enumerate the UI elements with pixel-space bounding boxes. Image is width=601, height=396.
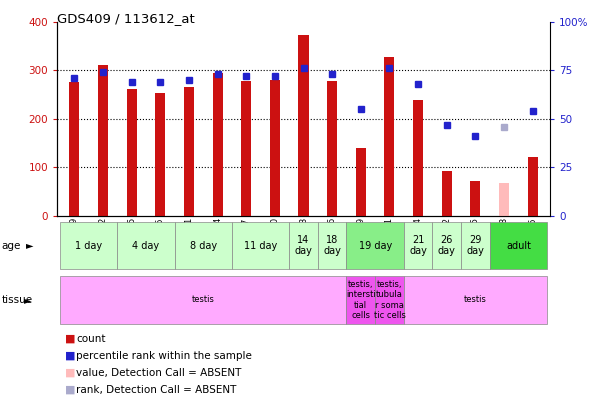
Text: 21
day: 21 day xyxy=(409,235,427,256)
Text: ►: ► xyxy=(24,295,31,305)
Text: testis: testis xyxy=(464,295,487,305)
Bar xyxy=(289,222,318,268)
Text: ■: ■ xyxy=(65,367,76,378)
Text: testis,
tubula
r soma
tic cells: testis, tubula r soma tic cells xyxy=(374,280,406,320)
Bar xyxy=(347,222,404,268)
Bar xyxy=(60,222,117,268)
Text: percentile rank within the sample: percentile rank within the sample xyxy=(76,350,252,361)
Text: ►: ► xyxy=(26,240,33,251)
Text: age: age xyxy=(1,240,20,251)
Bar xyxy=(490,222,547,268)
Bar xyxy=(299,35,308,216)
Bar xyxy=(241,81,251,216)
Bar xyxy=(442,171,452,216)
Bar xyxy=(117,222,174,268)
Text: tissue: tissue xyxy=(1,295,32,305)
Text: count: count xyxy=(76,333,106,344)
Bar xyxy=(385,57,394,216)
Bar xyxy=(232,222,289,268)
Text: ■: ■ xyxy=(65,333,76,344)
Bar xyxy=(127,89,136,216)
Bar xyxy=(404,276,547,324)
Bar xyxy=(98,65,108,216)
Text: rank, Detection Call = ABSENT: rank, Detection Call = ABSENT xyxy=(76,385,237,395)
Bar xyxy=(213,73,222,216)
Bar xyxy=(60,276,347,324)
Bar xyxy=(327,82,337,216)
Text: ■: ■ xyxy=(65,385,76,395)
Text: 29
day: 29 day xyxy=(466,235,484,256)
Bar xyxy=(433,222,461,268)
Bar xyxy=(318,222,347,268)
Bar xyxy=(356,148,366,216)
Bar xyxy=(413,100,423,216)
Text: 8 day: 8 day xyxy=(190,240,217,251)
Bar xyxy=(461,222,490,268)
Bar xyxy=(499,183,509,216)
Text: 14
day: 14 day xyxy=(294,235,313,256)
Text: 26
day: 26 day xyxy=(438,235,456,256)
Text: 11 day: 11 day xyxy=(244,240,277,251)
Bar xyxy=(471,181,480,216)
Text: GDS409 / 113612_at: GDS409 / 113612_at xyxy=(57,12,195,25)
Bar xyxy=(69,82,79,216)
Bar xyxy=(155,93,165,216)
Text: testis,
intersti
tial
cells: testis, intersti tial cells xyxy=(346,280,376,320)
Text: 4 day: 4 day xyxy=(132,240,159,251)
Bar xyxy=(174,222,232,268)
Bar xyxy=(375,276,404,324)
Text: 1 day: 1 day xyxy=(75,240,102,251)
Text: ■: ■ xyxy=(65,350,76,361)
Bar xyxy=(404,222,433,268)
Bar xyxy=(270,80,280,216)
Text: adult: adult xyxy=(506,240,531,251)
Text: testis: testis xyxy=(192,295,215,305)
Bar xyxy=(528,157,538,216)
Bar xyxy=(184,87,194,216)
Text: 19 day: 19 day xyxy=(359,240,392,251)
Text: value, Detection Call = ABSENT: value, Detection Call = ABSENT xyxy=(76,367,242,378)
Bar xyxy=(347,276,375,324)
Text: 18
day: 18 day xyxy=(323,235,341,256)
